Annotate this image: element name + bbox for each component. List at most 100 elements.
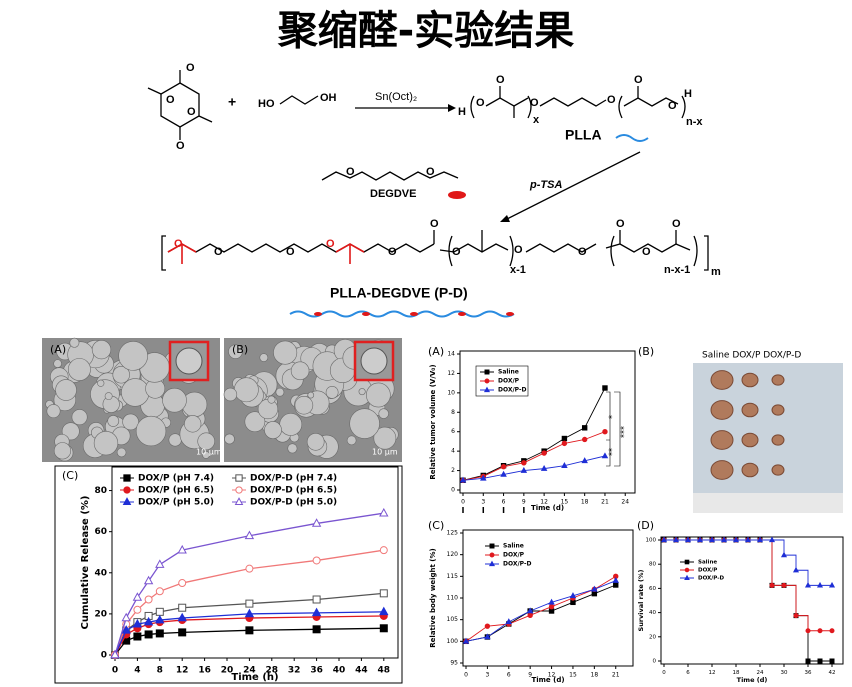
series-line bbox=[465, 575, 616, 642]
particle bbox=[135, 415, 167, 447]
atom: O bbox=[496, 74, 505, 86]
particle bbox=[223, 387, 238, 402]
x-tick-label: 3 bbox=[485, 672, 489, 679]
atom: O bbox=[530, 97, 539, 109]
particle bbox=[267, 395, 276, 404]
degdve-icon bbox=[448, 191, 466, 199]
particle bbox=[358, 388, 366, 396]
particle bbox=[294, 395, 314, 415]
marker bbox=[110, 649, 120, 659]
series-line bbox=[462, 431, 606, 481]
legend-label: DOX/P-D bbox=[503, 561, 531, 568]
x-tick-label: 3 bbox=[481, 499, 485, 506]
marker bbox=[660, 536, 668, 543]
marker bbox=[829, 628, 835, 634]
particle bbox=[202, 450, 210, 459]
marker bbox=[121, 625, 131, 634]
x-tick-label: 0 bbox=[464, 672, 468, 679]
legend-marker bbox=[488, 560, 496, 567]
x-tick-label: 0 bbox=[112, 666, 118, 676]
marker bbox=[132, 592, 143, 601]
bond bbox=[321, 171, 459, 181]
x-tick-label: 12 bbox=[540, 499, 548, 506]
x-tick-label: 12 bbox=[176, 666, 189, 676]
y-tick-label: 95 bbox=[450, 660, 458, 667]
particle bbox=[244, 411, 266, 433]
x-tick-label: 24 bbox=[757, 670, 764, 676]
marker bbox=[379, 546, 388, 555]
legend-marker bbox=[235, 486, 243, 494]
particle bbox=[378, 408, 389, 419]
y-tick-label: 0 bbox=[451, 487, 455, 494]
series-line bbox=[465, 580, 616, 642]
legend-label: DOX/P bbox=[503, 552, 525, 559]
marker bbox=[744, 536, 752, 543]
x-tick-label: 6 bbox=[502, 499, 506, 506]
y-tick-label: 12 bbox=[447, 370, 455, 377]
atom: O bbox=[214, 246, 223, 258]
marker bbox=[793, 613, 799, 619]
bond bbox=[485, 97, 529, 107]
atom: H bbox=[684, 88, 692, 100]
y-axis-label: Relative tumor volume (V/V₀) bbox=[429, 364, 437, 479]
marker bbox=[817, 658, 823, 664]
legend-label: Saline bbox=[498, 369, 519, 376]
marker bbox=[732, 536, 740, 543]
series-line bbox=[462, 455, 606, 481]
marker bbox=[696, 536, 704, 543]
x-tick-label: 16 bbox=[198, 666, 211, 676]
particle bbox=[365, 382, 391, 408]
series-line bbox=[462, 387, 606, 481]
marker bbox=[613, 582, 619, 588]
legend-marker bbox=[484, 378, 490, 384]
y-tick-label: 80 bbox=[649, 562, 656, 568]
marker bbox=[520, 466, 528, 473]
bracket bbox=[618, 95, 623, 119]
x-tick-label: 42 bbox=[829, 670, 836, 676]
atom: O bbox=[452, 246, 461, 258]
marker bbox=[684, 536, 692, 543]
index: n-x bbox=[686, 116, 703, 128]
x-tick-label: 32 bbox=[288, 666, 301, 676]
x-tick-label: 12 bbox=[548, 672, 556, 679]
arrow-head bbox=[448, 104, 456, 112]
tumor bbox=[741, 432, 759, 448]
marker bbox=[828, 581, 836, 588]
particle bbox=[67, 358, 91, 381]
marker bbox=[312, 595, 321, 604]
y-axis-label: Survival rate (%) bbox=[637, 570, 645, 632]
particle bbox=[69, 337, 80, 348]
x-tick-label: 21 bbox=[601, 499, 609, 506]
y-tick-label: 0 bbox=[653, 659, 657, 665]
x-tick-label: 30 bbox=[781, 670, 788, 676]
legend-label: Saline bbox=[698, 560, 717, 566]
marker bbox=[672, 536, 680, 543]
particle bbox=[104, 392, 113, 401]
particle bbox=[373, 426, 397, 450]
bracket bbox=[470, 95, 475, 119]
atom: O bbox=[426, 166, 435, 178]
significance-bracket bbox=[606, 391, 621, 467]
marker bbox=[804, 581, 812, 588]
bracket bbox=[527, 95, 532, 119]
particle bbox=[122, 413, 139, 431]
atom: HO bbox=[258, 98, 275, 110]
wave bbox=[289, 310, 515, 318]
legend-marker bbox=[489, 552, 495, 558]
marker bbox=[720, 536, 728, 543]
y-tick-label: 80 bbox=[94, 486, 107, 496]
index: x bbox=[533, 114, 540, 126]
marker bbox=[144, 595, 153, 604]
chain bbox=[525, 243, 597, 253]
marker bbox=[245, 599, 254, 608]
marker bbox=[570, 599, 576, 606]
bracket bbox=[610, 235, 615, 267]
legend-label: Saline bbox=[503, 543, 524, 550]
marker bbox=[769, 582, 775, 588]
marker bbox=[505, 618, 513, 625]
plot-frame bbox=[111, 466, 399, 659]
atom: O bbox=[476, 97, 485, 109]
sem-images: (A) (B) 10 μm 10 μm bbox=[42, 337, 402, 462]
particle bbox=[228, 344, 243, 359]
